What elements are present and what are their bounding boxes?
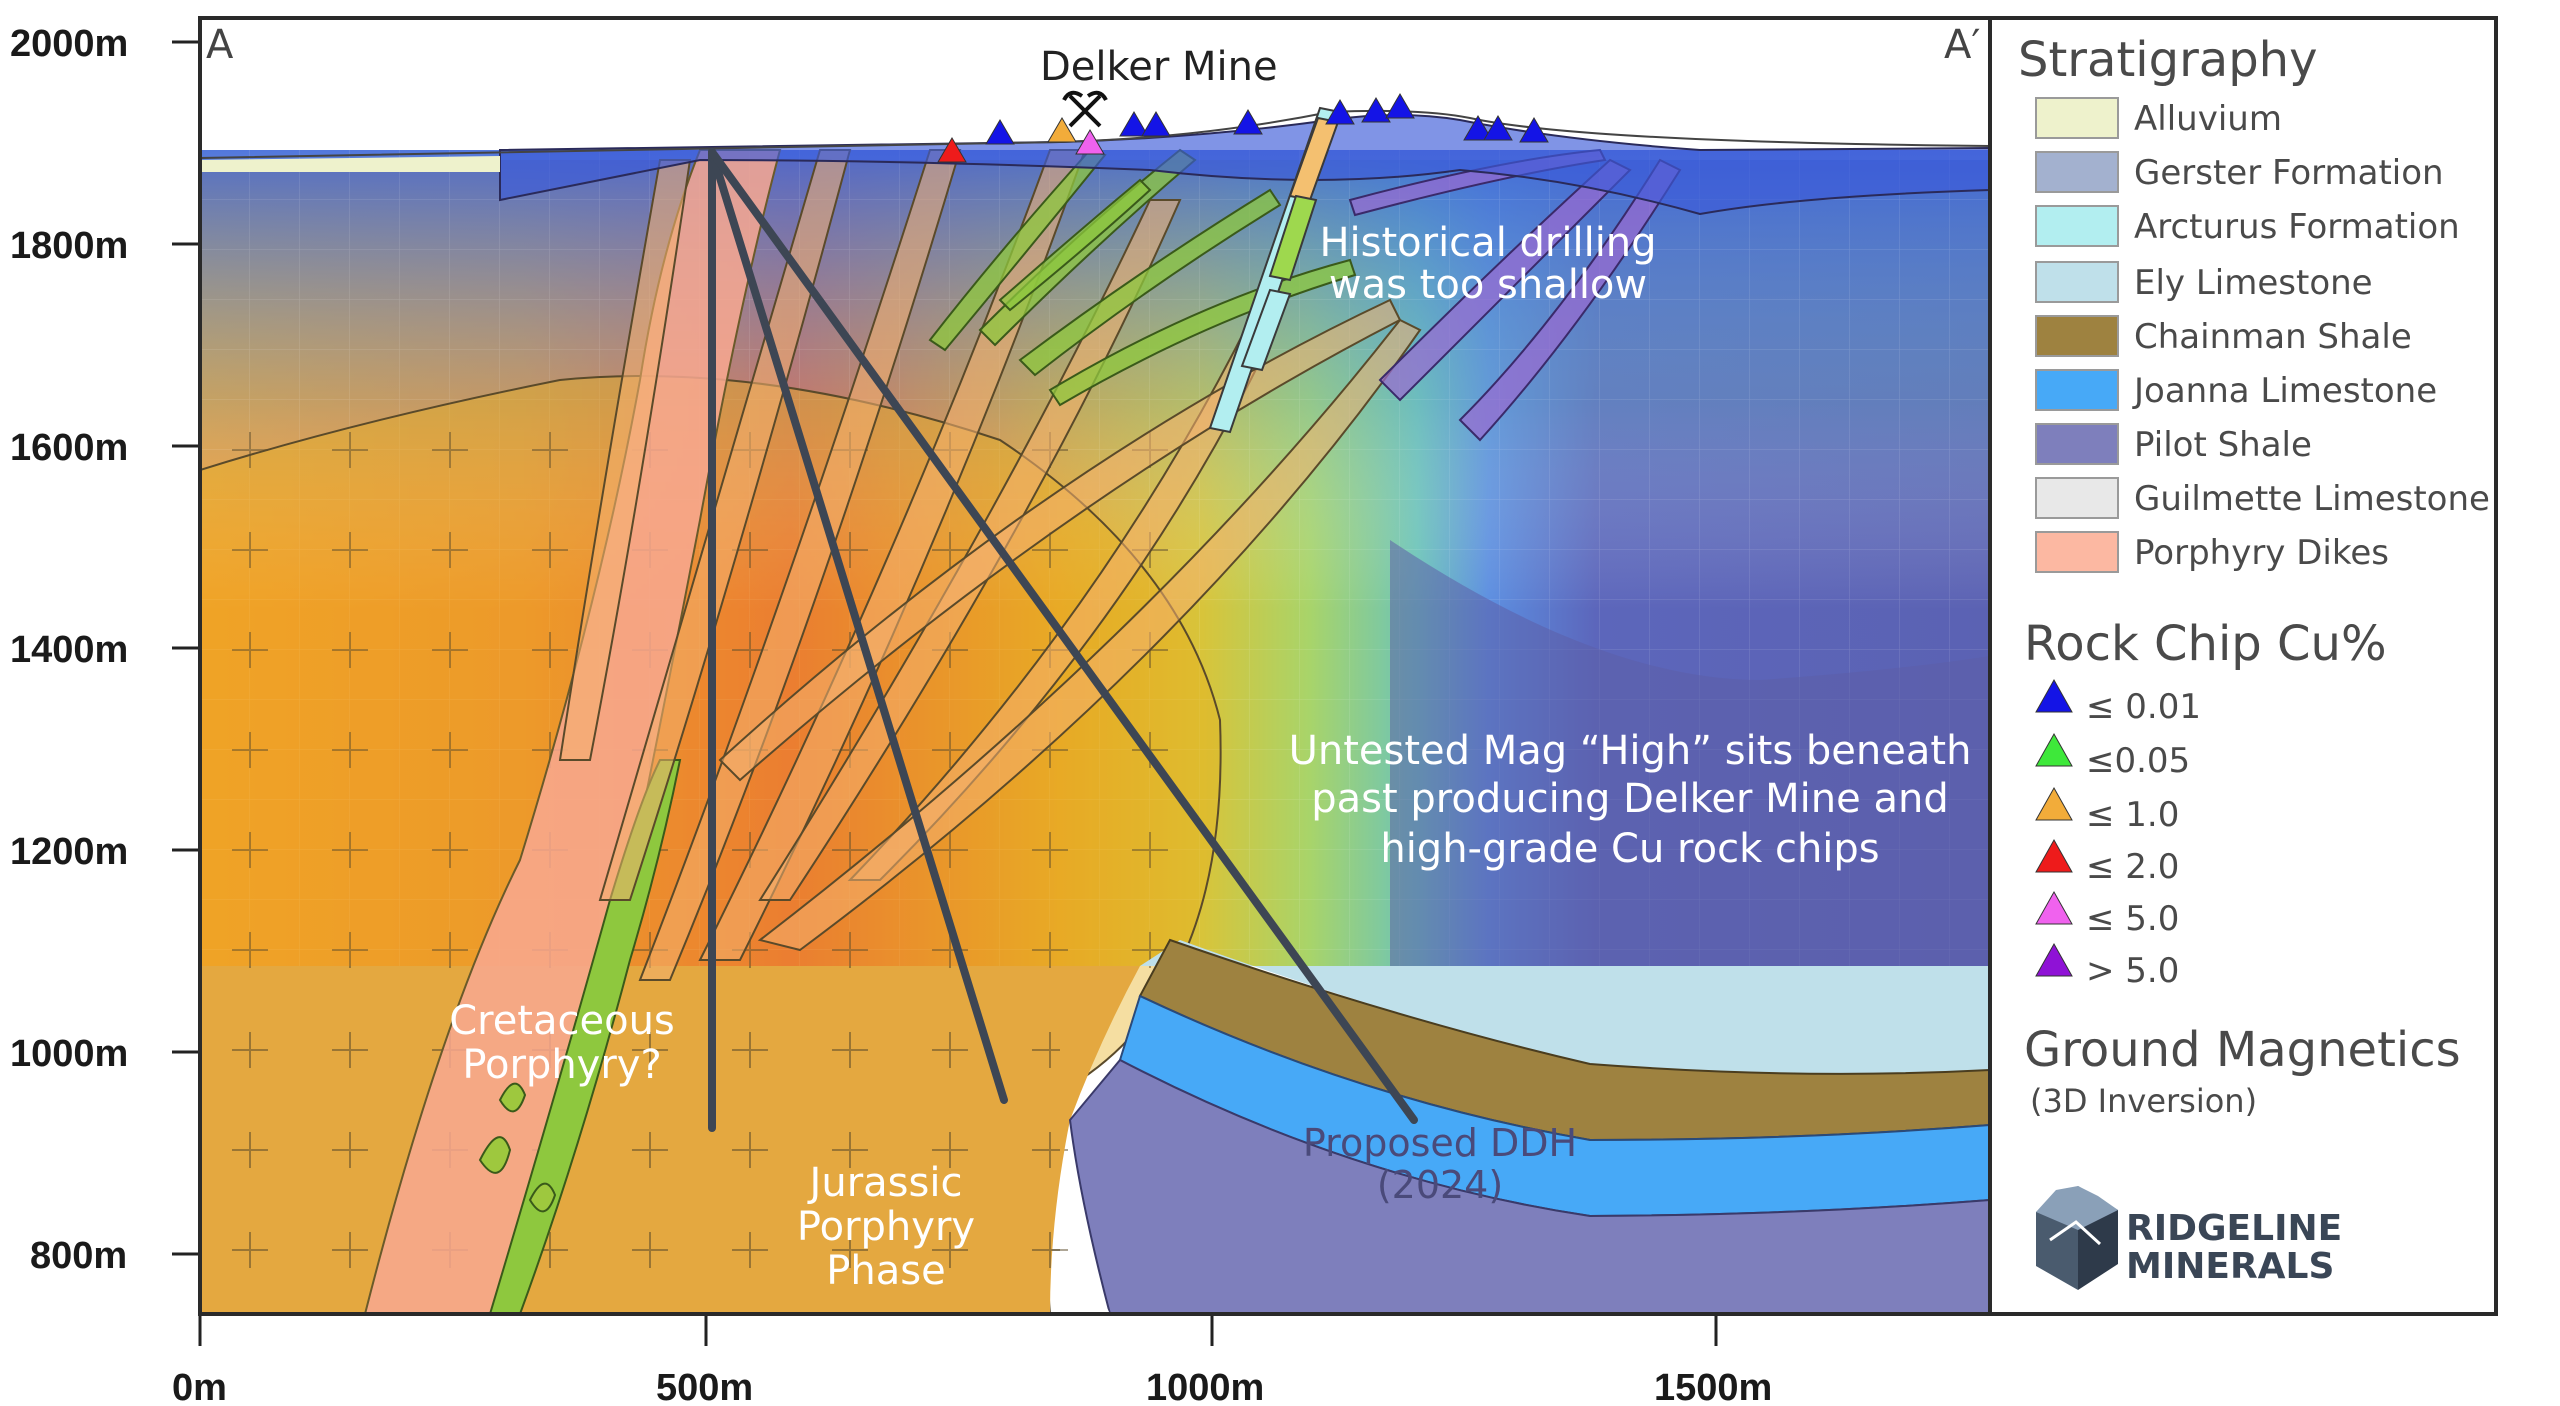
jurassic-porphyry-label-line3: Phase bbox=[826, 1248, 945, 1294]
rock-chip-triangle-icon bbox=[2035, 838, 2073, 873]
x-tick-1500: 1500m bbox=[1654, 1367, 1772, 1406]
legend-swatch-guilmette bbox=[2035, 477, 2119, 519]
sample-triangle-icon bbox=[1483, 115, 1513, 141]
rock-chip-label-1: ≤ 0.01 bbox=[2086, 687, 2201, 727]
sample-triangle-icon bbox=[1463, 115, 1493, 141]
sample-triangle-icon bbox=[1141, 111, 1171, 137]
porphyry-dike-swarm bbox=[558, 149, 1422, 981]
legend-swatch-porphyry bbox=[2035, 531, 2119, 573]
rock-chip-label-3: ≤ 1.0 bbox=[2086, 795, 2179, 835]
sample-triangle-icon bbox=[1047, 117, 1077, 143]
rock-chip-triangle-icon bbox=[2035, 942, 2073, 977]
untested-mag-label-line2: past producing Delker Mine and bbox=[1311, 776, 1948, 822]
legend-label-joanna: Joanna Limestone bbox=[2132, 371, 2437, 411]
legend-label-pilot: Pilot Shale bbox=[2134, 425, 2312, 465]
ely-limestone-layer bbox=[1140, 940, 1990, 1074]
rock-chip-triangle-icon bbox=[2035, 678, 2073, 713]
rock-chip-title: Rock Chip Cu% bbox=[2024, 616, 2387, 672]
rock-chip-label-2: ≤0.05 bbox=[2086, 741, 2190, 781]
section-label-a-prime: A′ bbox=[1944, 22, 1980, 68]
y-tick-1000: 1000m bbox=[10, 1033, 128, 1075]
legend-swatch-chainman bbox=[2035, 315, 2119, 357]
rock-chip-triangle-icon bbox=[2035, 732, 2073, 767]
ridgeline-logo: RIDGELINE MINERALS bbox=[2036, 1186, 2342, 1290]
delker-mine-label: Delker Mine bbox=[1040, 44, 1278, 90]
legend-swatch-joanna bbox=[2035, 369, 2119, 411]
rock-chip-samples bbox=[937, 93, 1549, 163]
legend-label-guilmette: Guilmette Limestone bbox=[2134, 479, 2490, 519]
legend-swatch-gerster bbox=[2035, 151, 2119, 193]
green-altered-dike bbox=[488, 759, 682, 1314]
sample-triangle-icon bbox=[1233, 109, 1263, 135]
sample-triangle-icon bbox=[1119, 111, 1149, 137]
x-tick-1000: 1000m bbox=[1146, 1367, 1264, 1406]
proposed-drill-holes bbox=[708, 148, 1418, 1132]
legend-label-ely: Ely Limestone bbox=[2134, 263, 2373, 303]
cretaceous-porphyry-label-line2: Porphyry? bbox=[462, 1042, 661, 1088]
stratigraphy-title: Stratigraphy bbox=[2018, 32, 2318, 88]
legend-label-porphyry: Porphyry Dikes bbox=[2134, 533, 2389, 573]
y-tick-1600: 1600m bbox=[10, 427, 128, 469]
y-tick-1200: 1200m bbox=[10, 831, 128, 873]
legend-swatch-alluvium bbox=[2035, 97, 2119, 139]
y-tick-2000: 2000m bbox=[10, 23, 128, 65]
pilot-shale-upper bbox=[1390, 540, 1990, 966]
historical-drilling-label-line1: Historical drilling bbox=[1319, 220, 1656, 266]
historical-drilling-label-line2: was too shallow bbox=[1329, 262, 1647, 308]
y-tick-800: 800m bbox=[30, 1235, 127, 1277]
legend-swatch-ely bbox=[2035, 261, 2119, 303]
ground-magnetics-title: Ground Magnetics bbox=[2024, 1022, 2461, 1078]
section-label-a: A bbox=[206, 22, 234, 68]
legend-label-chainman: Chainman Shale bbox=[2134, 317, 2412, 357]
cross-section: A A′ Delker Mine Historical drilling was… bbox=[200, 22, 1990, 1314]
cretaceous-porphyry-label-line1: Cretaceous bbox=[449, 998, 675, 1044]
legend: Stratigraphy Alluvium Gerster Formation … bbox=[2018, 32, 2490, 1120]
legend-swatch-pilot bbox=[2035, 423, 2119, 465]
rock-chip-label-6: > 5.0 bbox=[2086, 951, 2179, 991]
rock-chip-triangle-icon bbox=[2035, 786, 2073, 821]
rock-chip-items bbox=[2035, 678, 2073, 977]
proposed-ddh-label-line1: Proposed DDH bbox=[1303, 1121, 1577, 1165]
legend-label-gerster: Gerster Formation bbox=[2134, 153, 2444, 193]
sample-triangle-icon bbox=[937, 137, 967, 163]
proposed-ddh-label-line2: (2024) bbox=[1377, 1163, 1503, 1207]
logo-text-line2: MINERALS bbox=[2126, 1246, 2334, 1287]
pilot-shale-layer bbox=[1068, 1058, 1990, 1314]
legend-label-arcturus: Arcturus Formation bbox=[2134, 207, 2460, 247]
sample-triangle-icon bbox=[1325, 99, 1355, 125]
legend-swatch-arcturus bbox=[2035, 205, 2119, 247]
x-tick-500: 500m bbox=[656, 1367, 753, 1406]
sample-triangle-icon bbox=[985, 119, 1015, 145]
y-axis: 2000m 1800m 1600m 1400m 1200m 1000m 800m bbox=[10, 18, 202, 1314]
x-tick-0: 0m bbox=[172, 1367, 227, 1406]
mountain-logo-icon bbox=[2036, 1186, 2118, 1290]
sample-triangle-icon bbox=[1385, 93, 1415, 119]
rock-chip-triangle-icon bbox=[2035, 890, 2073, 925]
rock-chip-label-4: ≤ 2.0 bbox=[2086, 847, 2179, 887]
stratigraphy-items bbox=[2035, 97, 2119, 573]
jurassic-porphyry-label-line2: Porphyry bbox=[797, 1204, 975, 1250]
logo-text-line1: RIDGELINE bbox=[2126, 1208, 2342, 1249]
alluvium-layer bbox=[200, 156, 500, 172]
rock-chip-label-5: ≤ 5.0 bbox=[2086, 899, 2179, 939]
sample-triangle-icon bbox=[1075, 129, 1105, 155]
mine-pickaxe-icon bbox=[1062, 90, 1108, 128]
x-axis: 0m 500m 1000m 1500m bbox=[172, 1312, 1990, 1406]
sample-triangle-icon bbox=[1361, 97, 1391, 123]
jurassic-porphyry-label-line1: Jurassic bbox=[807, 1160, 963, 1206]
y-tick-1400: 1400m bbox=[10, 629, 128, 671]
ground-magnetics-subtitle: (3D Inversion) bbox=[2030, 1082, 2257, 1120]
sample-triangle-icon bbox=[1519, 117, 1549, 143]
y-tick-1800: 1800m bbox=[10, 225, 128, 267]
untested-mag-label-line3: high-grade Cu rock chips bbox=[1380, 826, 1879, 872]
untested-mag-label-line1: Untested Mag “High” sits beneath bbox=[1289, 728, 1972, 774]
legend-label-alluvium: Alluvium bbox=[2134, 99, 2282, 139]
gerster-formation-layer bbox=[499, 114, 1990, 216]
